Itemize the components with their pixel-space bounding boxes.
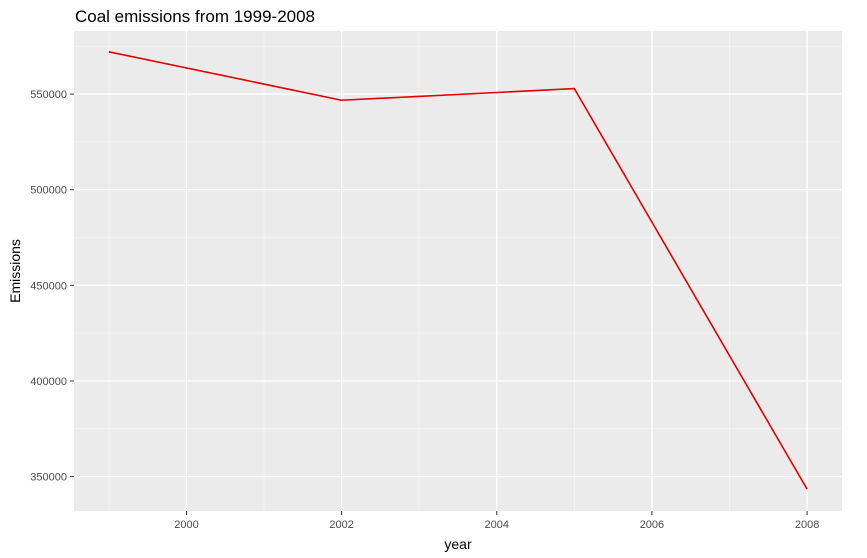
x-axis: 2000 2002 2004 2006 2008 — [174, 511, 819, 531]
y-tick-label: 400000 — [30, 376, 67, 388]
x-tick-label: 2002 — [329, 519, 353, 531]
x-tick-label: 2008 — [795, 519, 819, 531]
plot-panel — [74, 31, 842, 511]
major-gridlines — [74, 31, 842, 511]
x-tick-label: 2000 — [174, 519, 198, 531]
minor-gridlines — [74, 31, 842, 511]
series-layer — [108, 51, 808, 490]
y-tick-label: 550000 — [30, 89, 67, 101]
y-tick-label: 350000 — [30, 472, 67, 484]
chart-title: Coal emissions from 1999-2008 — [75, 7, 315, 26]
x-tick-label: 2004 — [485, 519, 509, 531]
y-axis-title: Emissions — [7, 239, 23, 303]
series-line — [108, 51, 808, 490]
y-tick-label: 500000 — [30, 185, 67, 197]
y-axis: 350000 400000 450000 500000 550000 — [30, 89, 74, 484]
y-tick-label: 450000 — [30, 280, 67, 292]
x-tick-label: 2006 — [640, 519, 664, 531]
x-axis-title: year — [444, 536, 472, 552]
